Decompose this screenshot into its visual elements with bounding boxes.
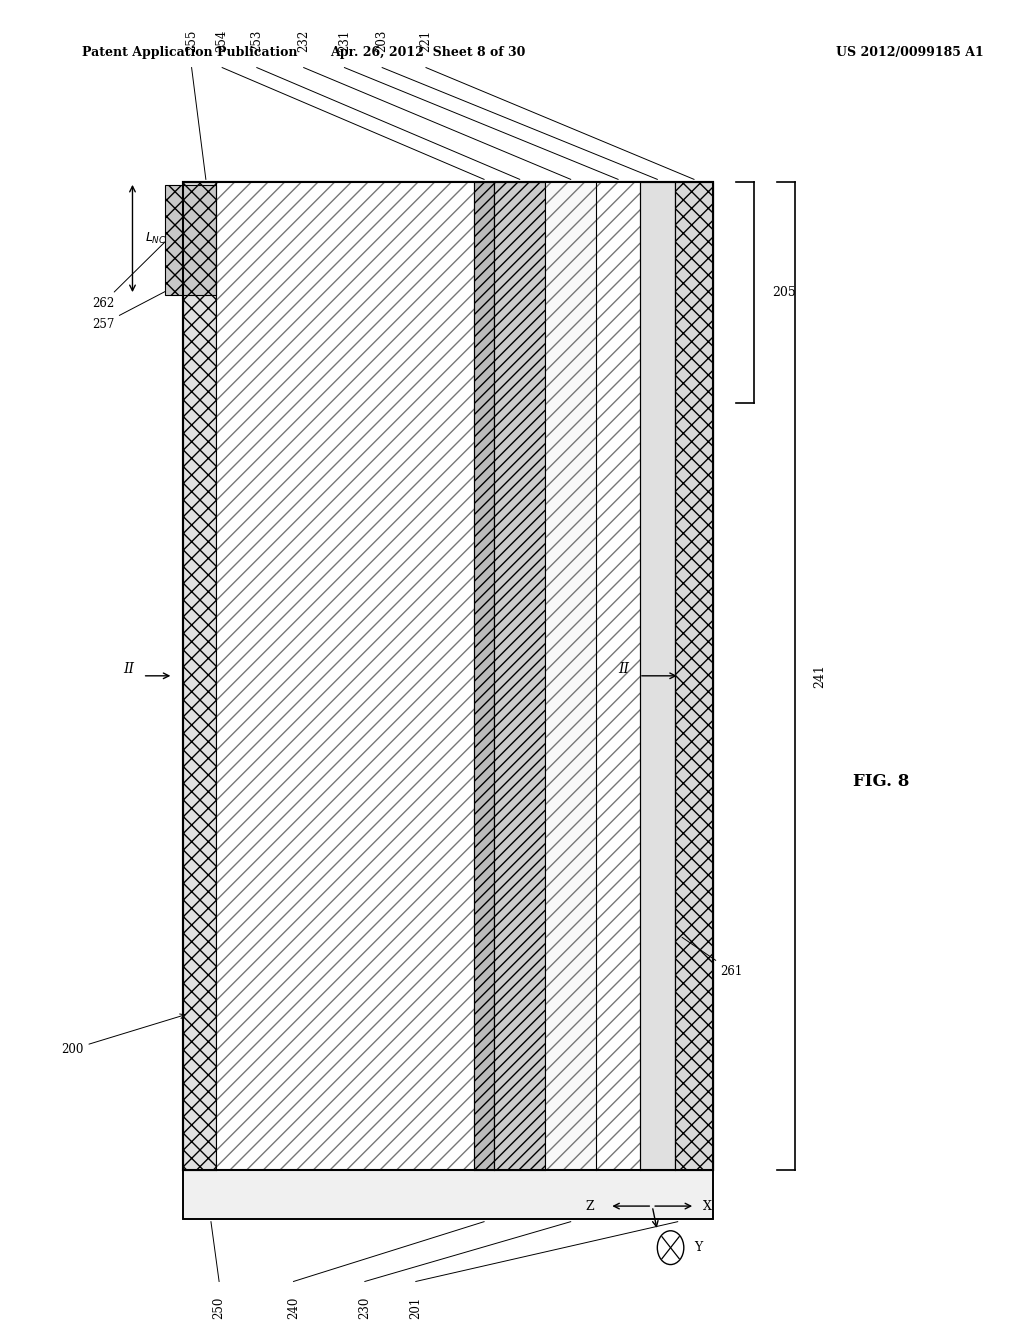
Text: X: X xyxy=(703,1200,712,1213)
Text: 203: 203 xyxy=(376,29,389,51)
Bar xyxy=(495,182,545,1170)
Text: 230: 230 xyxy=(358,1298,372,1320)
Text: Y: Y xyxy=(694,1241,702,1254)
Text: 201: 201 xyxy=(410,1298,422,1319)
Text: FIG. 8: FIG. 8 xyxy=(853,774,909,791)
Bar xyxy=(474,182,495,1170)
Bar xyxy=(183,1170,714,1220)
Text: 257: 257 xyxy=(92,286,176,330)
Text: 205: 205 xyxy=(772,286,797,298)
Text: $L_{NC}$: $L_{NC}$ xyxy=(144,231,166,246)
Text: US 2012/0099185 A1: US 2012/0099185 A1 xyxy=(836,46,983,59)
Bar xyxy=(640,182,675,1170)
Text: 253: 253 xyxy=(250,29,263,51)
Text: Patent Application Publication: Patent Application Publication xyxy=(82,46,297,59)
Bar xyxy=(183,182,714,1170)
Text: 240: 240 xyxy=(287,1298,300,1320)
Bar xyxy=(165,185,216,296)
Text: Z: Z xyxy=(586,1200,594,1213)
Text: 262: 262 xyxy=(92,231,176,310)
Bar xyxy=(545,182,596,1170)
Text: 261: 261 xyxy=(682,937,742,978)
Bar xyxy=(596,182,640,1170)
Text: 255: 255 xyxy=(185,29,198,51)
Bar xyxy=(183,182,216,1170)
Text: Apr. 26, 2012  Sheet 8 of 30: Apr. 26, 2012 Sheet 8 of 30 xyxy=(331,46,525,59)
Text: 250: 250 xyxy=(213,1298,225,1320)
Bar xyxy=(183,1170,714,1220)
Text: 254: 254 xyxy=(216,29,228,51)
Text: 232: 232 xyxy=(297,30,310,51)
Text: II: II xyxy=(617,663,629,676)
Text: 231: 231 xyxy=(338,30,351,51)
Text: 241: 241 xyxy=(813,664,826,688)
Bar xyxy=(216,182,474,1170)
Text: II: II xyxy=(124,663,134,676)
Text: 221: 221 xyxy=(420,30,432,51)
Text: 200: 200 xyxy=(61,1014,185,1056)
Bar xyxy=(675,182,714,1170)
Bar xyxy=(183,182,714,1170)
